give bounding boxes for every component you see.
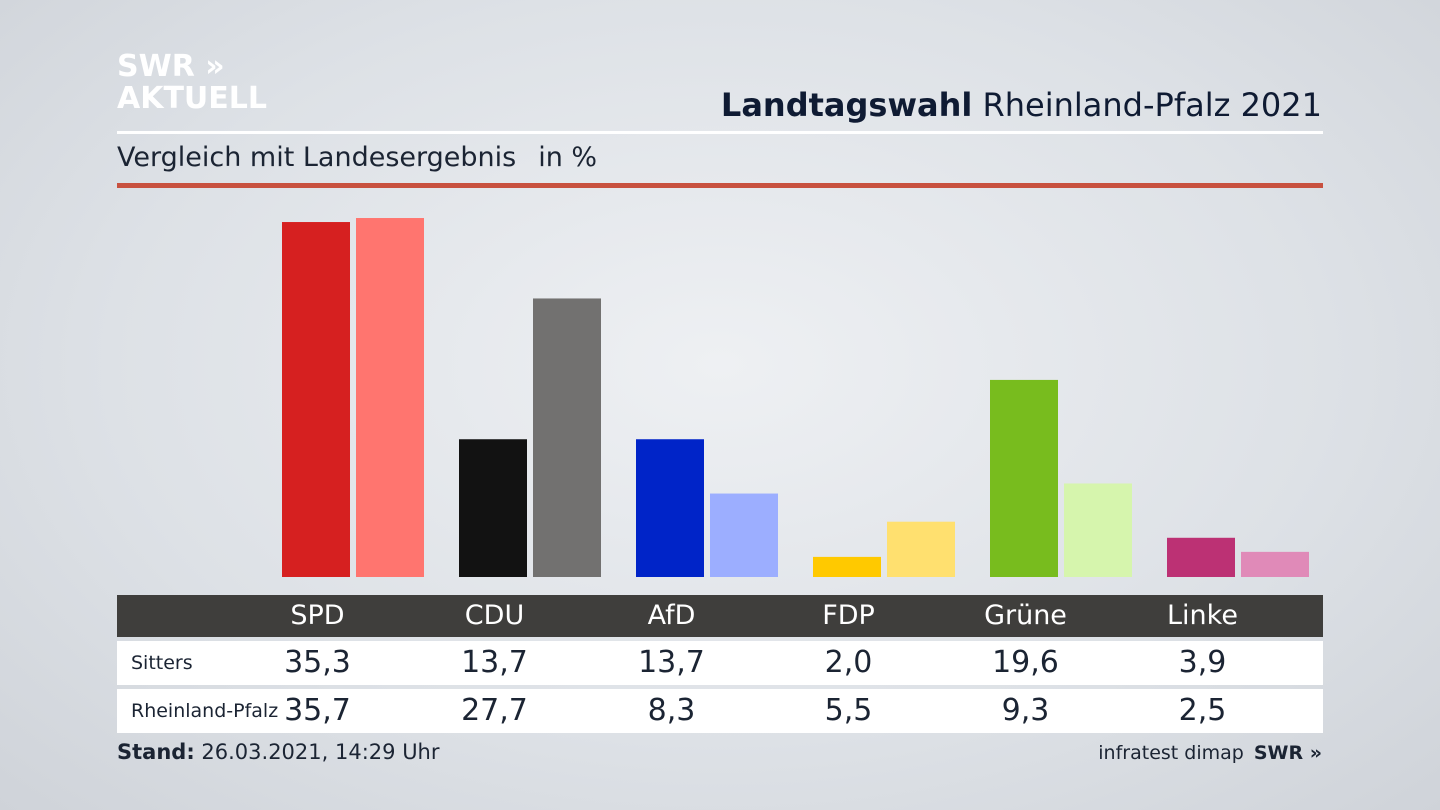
stand-value: 26.03.2021, 14:29 Uhr bbox=[201, 740, 440, 764]
page-title: Landtagswahl Rheinland-Pfalz 2021 bbox=[721, 86, 1322, 124]
bar-cdu-sitters bbox=[459, 439, 527, 577]
logo-line-2: AKTUELL bbox=[117, 81, 268, 116]
value-cell: 2,5 bbox=[1178, 693, 1227, 728]
title-regular: Rheinland-Pfalz 2021 bbox=[982, 86, 1322, 124]
table-row-rheinland-pfalz: Rheinland-Pfalz 35,7 27,7 8,3 5,5 9,3 2,5 bbox=[117, 689, 1323, 733]
results-table: SPD CDU AfD FDP Grüne Linke Sitters 35,3 13,7 1… bbox=[117, 595, 1323, 733]
timestamp: Stand: 26.03.2021, 14:29 Uhr bbox=[117, 740, 440, 764]
subtitle-text: Vergleich mit Landesergebnis bbox=[117, 142, 517, 173]
source-credit: infratest dimap SWR » bbox=[1098, 742, 1322, 764]
bar-linke-rheinland-pfalz bbox=[1241, 551, 1309, 577]
value-cell: 13,7 bbox=[461, 645, 528, 680]
bar-gruene-rheinland-pfalz bbox=[1064, 483, 1132, 577]
value-cell: 5,5 bbox=[824, 693, 873, 728]
row-label-rheinland-pfalz: Rheinland-Pfalz bbox=[131, 700, 279, 722]
logo-line-1: SWR » bbox=[117, 49, 225, 84]
bar-afd-sitters bbox=[636, 439, 704, 577]
swr-brand-logo: SWR » bbox=[1253, 742, 1322, 764]
chart-subtitle: Vergleich mit Landesergebnis in % bbox=[117, 142, 597, 173]
subtitle-unit: in % bbox=[538, 142, 598, 173]
bar-spd-rheinland-pfalz bbox=[356, 218, 424, 577]
value-cell: 3,9 bbox=[1178, 645, 1227, 680]
column-header-spd: SPD bbox=[290, 600, 345, 631]
column-header-gruene: Grüne bbox=[984, 600, 1067, 631]
title-bold: Landtagswahl bbox=[720, 86, 973, 124]
source-text: infratest dimap bbox=[1098, 742, 1244, 764]
bar-gruene-sitters bbox=[990, 379, 1058, 577]
table-header-row: SPD CDU AfD FDP Grüne Linke bbox=[117, 595, 1323, 637]
column-header-linke: Linke bbox=[1167, 600, 1238, 631]
stand-label: Stand: bbox=[117, 740, 195, 764]
value-cell: 2,0 bbox=[824, 645, 873, 680]
swr-aktuell-logo: SWR » AKTUELL bbox=[117, 52, 267, 114]
row-label-sitters: Sitters bbox=[131, 652, 193, 674]
column-header-cdu: CDU bbox=[464, 600, 525, 631]
column-header-fdp: FDP bbox=[822, 600, 875, 631]
bar-cdu-rheinland-pfalz bbox=[533, 298, 601, 577]
bar-linke-sitters bbox=[1167, 537, 1235, 577]
value-cell: 35,7 bbox=[284, 693, 351, 728]
value-cell: 19,6 bbox=[992, 645, 1059, 680]
value-cell: 27,7 bbox=[461, 693, 528, 728]
bar-fdp-sitters bbox=[813, 556, 881, 577]
bar-spd-sitters bbox=[282, 222, 350, 578]
value-cell: 8,3 bbox=[647, 693, 696, 728]
bar-fdp-rheinland-pfalz bbox=[887, 521, 955, 577]
accent-rule bbox=[117, 183, 1323, 188]
value-cell: 35,3 bbox=[284, 645, 351, 680]
header-divider bbox=[117, 131, 1323, 134]
bar-afd-rheinland-pfalz bbox=[710, 493, 778, 577]
value-cell: 9,3 bbox=[1001, 693, 1050, 728]
value-cell: 13,7 bbox=[638, 645, 705, 680]
column-header-afd: AfD bbox=[647, 600, 696, 631]
table-row-sitters: Sitters 35,3 13,7 13,7 2,0 19,6 3,9 bbox=[117, 641, 1323, 685]
